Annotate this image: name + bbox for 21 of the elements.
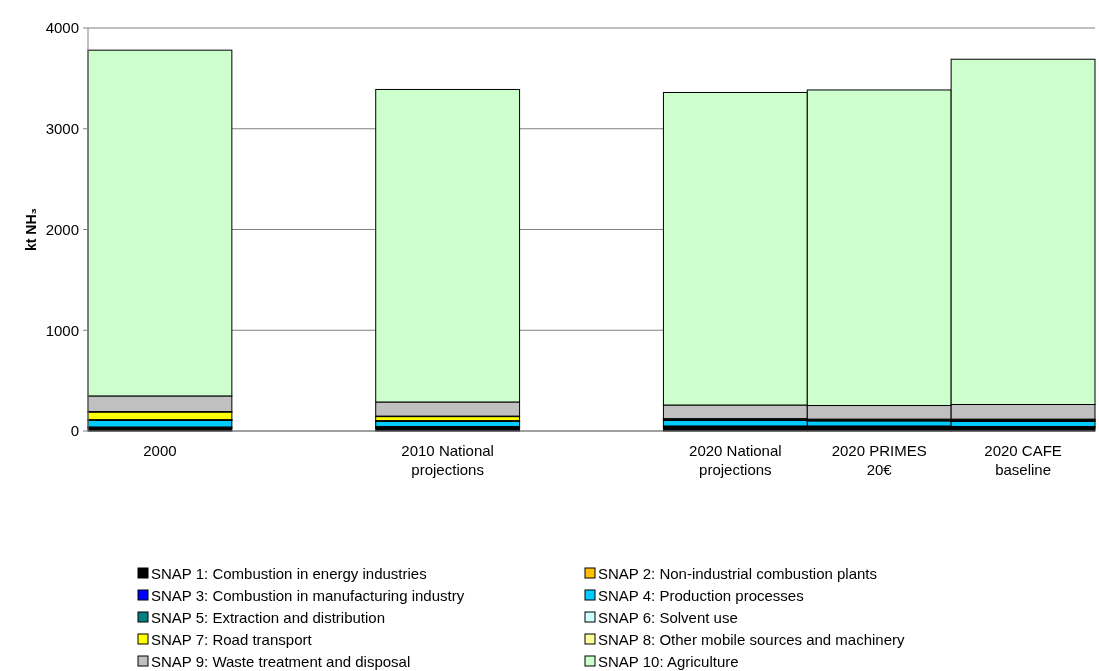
y-tick-label: 0	[70, 422, 79, 440]
y-tick-label: 4000	[45, 19, 79, 37]
legend-label: SNAP 8: Other mobile sources and machinery	[598, 631, 906, 649]
legend-label: SNAP 6: Solvent use	[598, 609, 738, 627]
y-axis-title: kt NH₃	[23, 207, 39, 252]
legend-label: SNAP 10: Agriculture	[598, 653, 739, 671]
legend-label: SNAP 5: Extraction and distribution	[151, 609, 386, 627]
x-tick-label: 2020 National projections	[689, 442, 782, 478]
legend-label: SNAP 7: Road transport	[151, 631, 313, 649]
legend-label: SNAP 4: Production processes	[598, 587, 804, 605]
legend-label: SNAP 1: Combustion in energy industries	[151, 565, 427, 583]
y-tick-label: 3000	[45, 120, 79, 137]
y-tick-label: 2000	[45, 220, 79, 238]
legend-label: SNAP 9: Waste treatment and disposal	[151, 653, 411, 671]
legend-label: SNAP 3: Combustion in manufacturing industry	[151, 587, 465, 605]
x-tick-label: 2010 National projections	[401, 442, 494, 478]
x-tick-label: 2020 CAFE baseline	[984, 442, 1062, 478]
y-tick-label: 1000	[45, 321, 79, 339]
legend-label: SNAP 2: Non-industrial combustion plants	[598, 565, 878, 583]
x-tick-label: 2020 PRIMES 20€	[831, 442, 927, 478]
x-tick-label: 2000	[143, 442, 177, 459]
